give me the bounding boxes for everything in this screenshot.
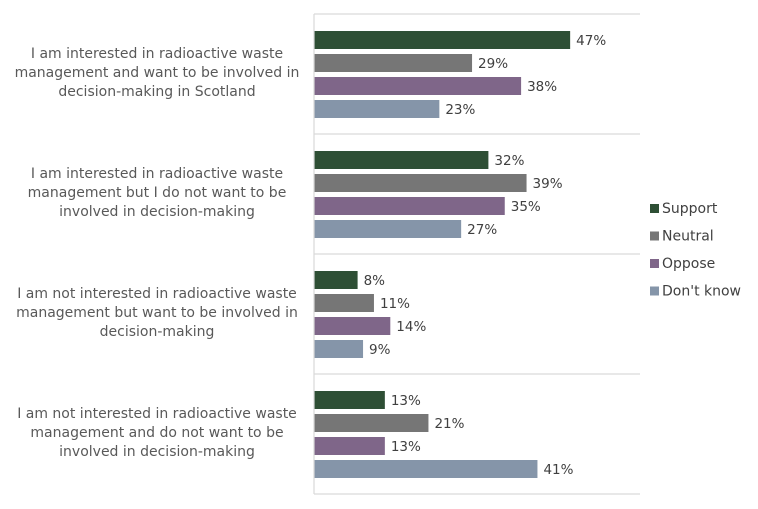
category-label-line: management but want to be involved in xyxy=(16,305,298,321)
data-label: 27% xyxy=(467,222,497,238)
legend-swatch xyxy=(650,286,659,296)
legend-label: Oppose xyxy=(662,256,715,272)
category-label-line: decision-making xyxy=(100,324,215,340)
data-label: 23% xyxy=(445,102,475,118)
legend-label: Support xyxy=(662,201,718,217)
bar-don-t-know xyxy=(314,100,440,118)
bar-oppose xyxy=(314,197,505,215)
legend-swatch xyxy=(650,231,659,241)
bar-oppose xyxy=(314,77,522,95)
category-label: I am not interested in radioactive waste… xyxy=(16,286,298,340)
data-label: 38% xyxy=(527,79,557,95)
bar-don-t-know xyxy=(314,220,462,238)
legend-swatch xyxy=(650,259,659,268)
legend-swatch xyxy=(650,204,659,213)
data-label: 11% xyxy=(380,296,410,312)
legend-label: Don't know xyxy=(662,284,741,300)
bar-oppose xyxy=(314,437,385,455)
data-label: 8% xyxy=(364,273,386,289)
category-label-line: management but I do not want to be xyxy=(28,185,287,201)
data-label: 35% xyxy=(511,199,541,215)
bar-support xyxy=(314,151,489,169)
data-label: 32% xyxy=(494,153,524,169)
data-label: 41% xyxy=(543,462,573,478)
category-label: I am not interested in radioactive waste… xyxy=(17,406,297,460)
bar-support xyxy=(314,391,385,409)
bar-neutral xyxy=(314,54,473,72)
bar-neutral xyxy=(314,414,429,432)
category-label-line: I am interested in radioactive waste xyxy=(31,46,283,62)
category-label-line: I am not interested in radioactive waste xyxy=(17,406,297,422)
bar-support xyxy=(314,31,571,49)
bar-neutral xyxy=(314,174,527,192)
category-label-line: I am not interested in radioactive waste xyxy=(17,286,297,302)
data-label: 14% xyxy=(396,319,426,335)
data-label: 21% xyxy=(434,416,464,432)
category-label: I am interested in radioactive waste mana… xyxy=(15,46,300,100)
data-label: 13% xyxy=(391,393,421,409)
category-label-line: decision-making in Scotland xyxy=(58,84,255,100)
bar-oppose xyxy=(314,317,391,335)
data-label: 29% xyxy=(478,56,508,72)
category-label-line: involved in decision-making xyxy=(59,444,255,460)
bar-neutral xyxy=(314,294,374,312)
category-label-line: management and do not want to be xyxy=(30,425,283,441)
bar-don-t-know xyxy=(314,340,364,358)
data-label: 13% xyxy=(391,439,421,455)
data-label: 47% xyxy=(576,33,606,49)
category-label-line: involved in decision-making xyxy=(59,204,255,220)
data-label: 9% xyxy=(369,342,391,358)
data-label: 39% xyxy=(533,176,563,192)
category-label-line: I am interested in radioactive waste xyxy=(31,166,283,182)
category-label-line: management and want to be involved in xyxy=(15,65,300,81)
bar-support xyxy=(314,271,358,289)
legend-label: Neutral xyxy=(662,229,714,245)
category-label: I am interested in radioactive waste mana… xyxy=(28,166,287,220)
bar-don-t-know xyxy=(314,460,538,478)
